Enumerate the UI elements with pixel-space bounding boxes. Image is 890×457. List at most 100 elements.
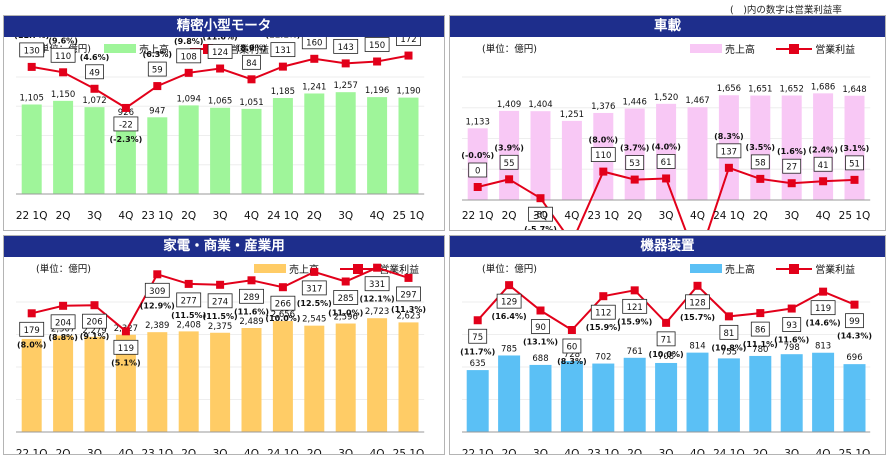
sales-value-label: 2,489 — [239, 317, 263, 327]
op-margin-label: (4.0%) — [651, 142, 681, 151]
legend-op-marker — [340, 263, 377, 274]
sales-bar — [843, 364, 866, 432]
sales-bar — [466, 370, 489, 432]
op-value-box — [396, 37, 421, 46]
op-profit-marker — [473, 183, 482, 191]
sales-bar — [272, 98, 293, 194]
sales-bar — [750, 95, 771, 200]
op-margin-label: (15.9%) — [586, 323, 621, 332]
sales-value-label: 1,446 — [623, 98, 647, 108]
op-value-box — [782, 317, 802, 332]
sales-bar — [780, 354, 803, 432]
sales-value-label: 2,375 — [208, 322, 232, 332]
x-tick-label: 2Q — [181, 210, 196, 222]
sales-bar — [398, 322, 419, 432]
op-profit-marker — [630, 286, 639, 295]
op-profit-marker — [787, 179, 796, 188]
op-margin-label: (-0.0%) — [461, 151, 494, 160]
op-margin-label: (11.1%) — [743, 340, 778, 349]
sales-value-label: 1,133 — [466, 117, 490, 127]
op-profit-marker — [599, 167, 608, 176]
op-value-label: 58 — [755, 158, 766, 168]
x-tick-label: 3Q — [338, 448, 353, 454]
x-tick-label: 3Q — [87, 448, 102, 454]
sales-bar — [304, 325, 325, 432]
x-tick-label: 2Q — [307, 448, 322, 454]
sales-bar — [335, 92, 356, 194]
sales-value-label: 813 — [815, 342, 831, 352]
sales-bar — [529, 364, 552, 432]
op-profit-marker — [693, 281, 702, 290]
sales-value-label: 1,051 — [239, 98, 263, 108]
sales-value-label: 1,150 — [51, 90, 75, 100]
sales-value-label: 696 — [846, 353, 862, 363]
op-profit-marker — [90, 301, 99, 310]
sales-value-label: 785 — [501, 344, 517, 354]
chart-automotive: 1,133 1,409 1,404 1,251 1,376 1,446 1,520 1,467… — [461, 76, 870, 230]
sales-bar — [656, 103, 677, 200]
sales-value-label: 1,257 — [334, 81, 358, 91]
op-value-label: 274 — [212, 297, 228, 307]
legend-sales-swatch — [690, 264, 722, 273]
sales-bar — [560, 361, 583, 432]
chart-home-commercial-industrial: 2,2272,3072,2792,3272,3892,4082,3752,489… — [16, 263, 426, 454]
x-tick-label: 24 1Q — [267, 210, 299, 222]
legend-op-label: 営業利益 — [815, 265, 856, 276]
op-value-label: 84 — [246, 59, 257, 69]
x-tick-label: 3Q — [533, 448, 548, 454]
op-value-box — [147, 61, 167, 77]
op-value-label: 172 — [400, 37, 416, 45]
op-value-box — [270, 42, 296, 58]
sales-bar — [335, 323, 356, 432]
x-tick-label: 3Q — [338, 210, 353, 222]
op-value-label: 90 — [535, 323, 546, 333]
sales-bar — [812, 352, 835, 432]
op-value-label: 128 — [689, 298, 705, 308]
sales-value-label: 1,520 — [654, 93, 678, 103]
x-tick-label: 3Q — [784, 210, 799, 222]
op-profit-marker — [247, 75, 256, 84]
sales-value-label: 2,408 — [177, 320, 201, 330]
sales-value-label: 2,723 — [365, 307, 389, 317]
op-profit-marker — [724, 312, 733, 321]
op-value-label: 110 — [55, 52, 71, 62]
sales-value-label: 1,467 — [685, 96, 709, 106]
sales-bar — [53, 100, 74, 194]
op-value-box — [468, 162, 488, 178]
op-margin-label: (12.1%) — [360, 295, 395, 304]
op-margin-label: (8.3%) — [557, 357, 587, 366]
op-value-label: 119 — [118, 344, 134, 354]
op-profit-marker — [404, 273, 413, 282]
sales-value-label: 702 — [595, 353, 611, 363]
op-value-box — [85, 64, 104, 80]
op-value-box — [364, 37, 390, 52]
op-margin-label: (11.7%) — [14, 37, 49, 40]
sales-bar — [115, 334, 136, 432]
sales-value-label: 2,596 — [334, 313, 358, 323]
op-value-label: 0 — [475, 167, 480, 177]
op-margin-label: (10.8%) — [711, 343, 746, 352]
sales-value-label: 1,105 — [20, 93, 44, 103]
op-value-box — [176, 292, 202, 308]
op-value-box — [19, 321, 45, 337]
op-value-label: 179 — [24, 326, 40, 336]
sales-bar — [623, 357, 646, 432]
op-profit-marker — [850, 175, 859, 184]
sales-bar — [304, 93, 325, 194]
x-tick-label: 2Q — [181, 448, 196, 454]
x-tick-label: 4Q — [690, 448, 705, 454]
sales-value-label: 1,185 — [271, 87, 295, 97]
op-margin-label: (10.0%) — [265, 314, 300, 323]
sales-value-label: 1,094 — [177, 94, 201, 104]
op-value-label: 289 — [243, 293, 259, 303]
op-value-box — [499, 154, 519, 170]
panel-title: 精密小型モータ — [4, 16, 444, 37]
op-value-box — [270, 295, 296, 311]
legend-op-label: 営業利益 — [229, 45, 270, 56]
sales-bar — [561, 120, 582, 200]
legend-op-label: 営業利益 — [815, 45, 856, 56]
op-margin-label: (11.6%) — [203, 37, 238, 42]
op-value-box — [813, 156, 833, 172]
sales-value-label: 1,652 — [780, 84, 804, 94]
op-value-box — [207, 293, 233, 309]
